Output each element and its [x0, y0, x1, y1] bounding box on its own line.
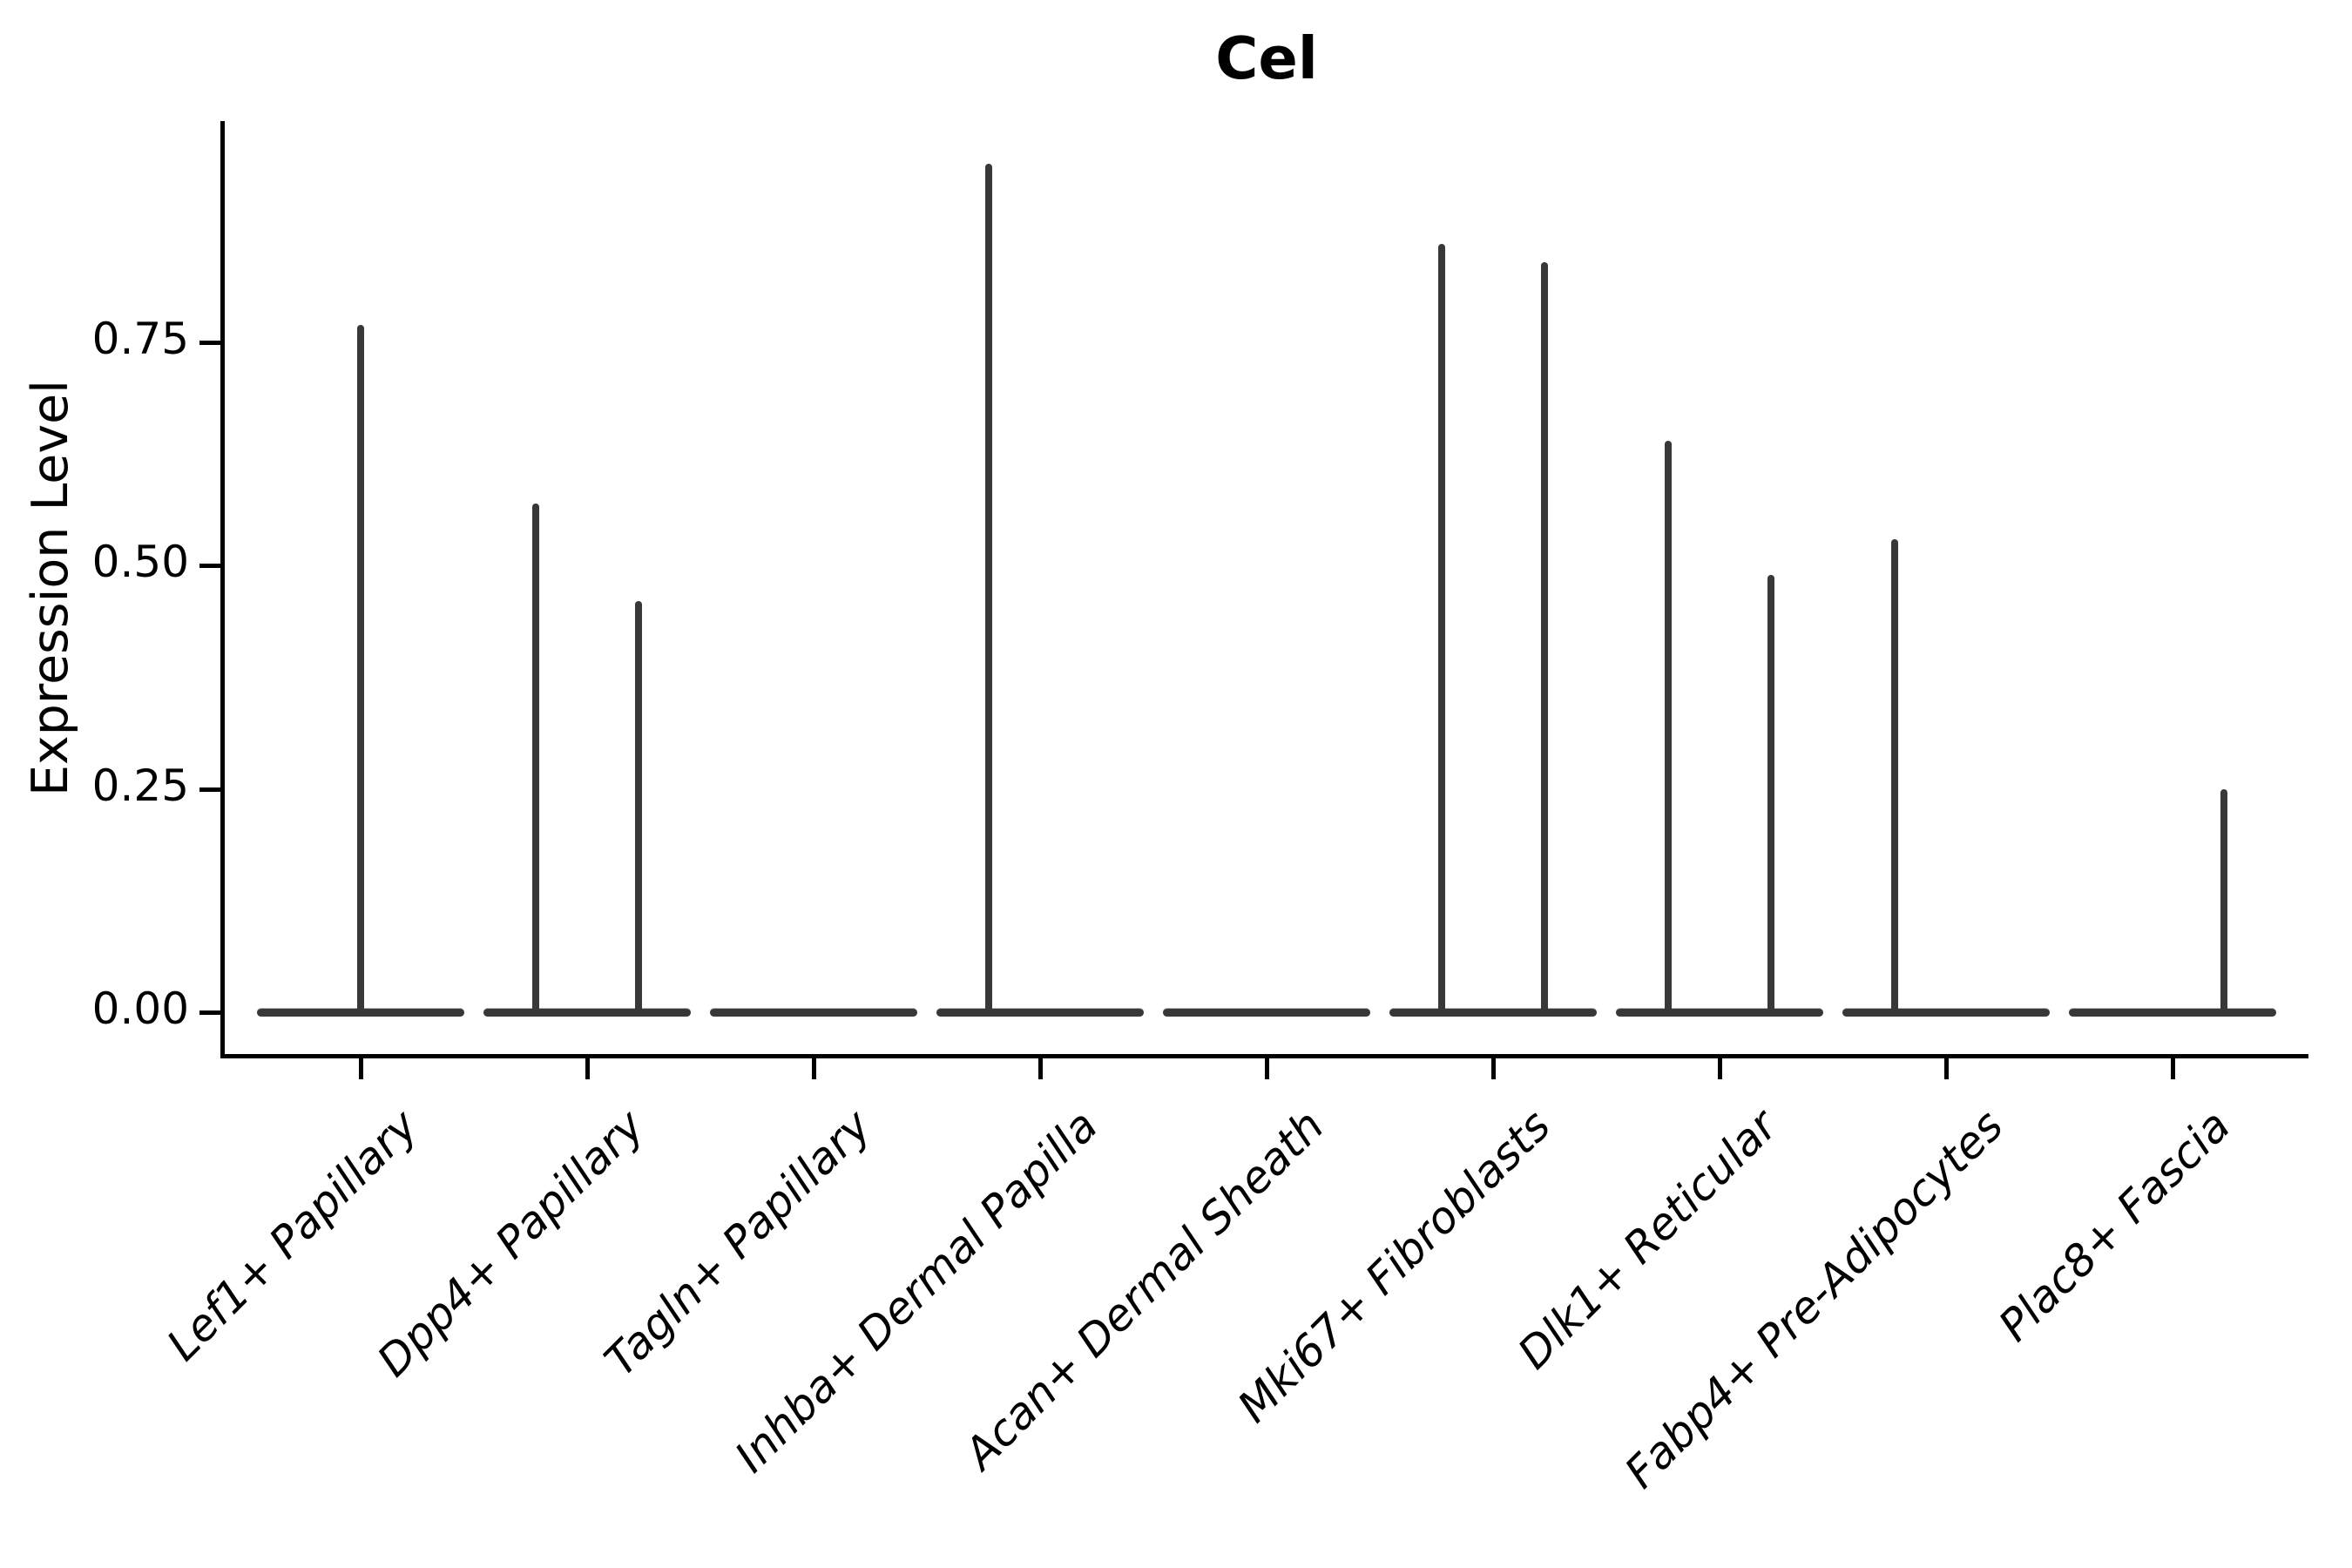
violin-spike	[1438, 244, 1445, 1017]
violin-body	[710, 1008, 917, 1017]
x-tick-mark	[1491, 1058, 1496, 1079]
y-tick-label: 0.25	[91, 760, 189, 811]
x-tick-label: Plac8+ Fascia	[1989, 1100, 2240, 1351]
y-tick-mark	[199, 341, 220, 346]
violin-spike	[1767, 574, 1774, 1017]
x-tick-mark	[2171, 1058, 2175, 1079]
x-tick-mark	[1265, 1058, 1269, 1079]
y-axis-title: Expression Level	[22, 380, 79, 796]
violin-body	[1389, 1008, 1597, 1017]
y-tick-label: 0.00	[91, 983, 189, 1034]
x-tick-mark	[1718, 1058, 1722, 1079]
x-tick-mark	[1944, 1058, 1949, 1079]
violin-body	[2069, 1008, 2276, 1017]
x-tick-mark	[585, 1058, 590, 1079]
violin-spike	[1665, 440, 1672, 1017]
violin-spike	[985, 163, 992, 1017]
x-axis-spine	[220, 1054, 2308, 1058]
y-axis-spine	[220, 121, 225, 1058]
x-tick-label: Acan+ Dermal Sheath	[955, 1100, 1335, 1479]
violin-body	[1842, 1008, 2050, 1017]
violin-body	[1163, 1008, 1370, 1017]
x-tick-mark	[359, 1058, 363, 1079]
violin-spike	[635, 601, 642, 1017]
y-tick-label: 0.50	[91, 537, 189, 588]
violin-body	[483, 1008, 691, 1017]
violin-spike	[357, 324, 364, 1017]
violin-spike	[1891, 538, 1898, 1017]
violin-spike	[1541, 261, 1548, 1017]
chart-title: Cel	[1215, 24, 1318, 92]
x-tick-label: Inhba+ Dermal Papilla	[725, 1100, 1108, 1483]
y-tick-mark	[199, 564, 220, 569]
violin-body	[936, 1008, 1144, 1017]
violin-body	[1616, 1008, 1823, 1017]
y-tick-mark	[199, 1010, 220, 1015]
y-tick-mark	[199, 787, 220, 792]
x-tick-mark	[812, 1058, 816, 1079]
violin-spike	[532, 503, 539, 1017]
y-tick-label: 0.75	[91, 314, 189, 365]
x-tick-label: Fabp4+ Pre-Adipocytes	[1615, 1100, 2014, 1498]
x-tick-mark	[1038, 1058, 1043, 1079]
violin-spike	[2220, 788, 2227, 1017]
